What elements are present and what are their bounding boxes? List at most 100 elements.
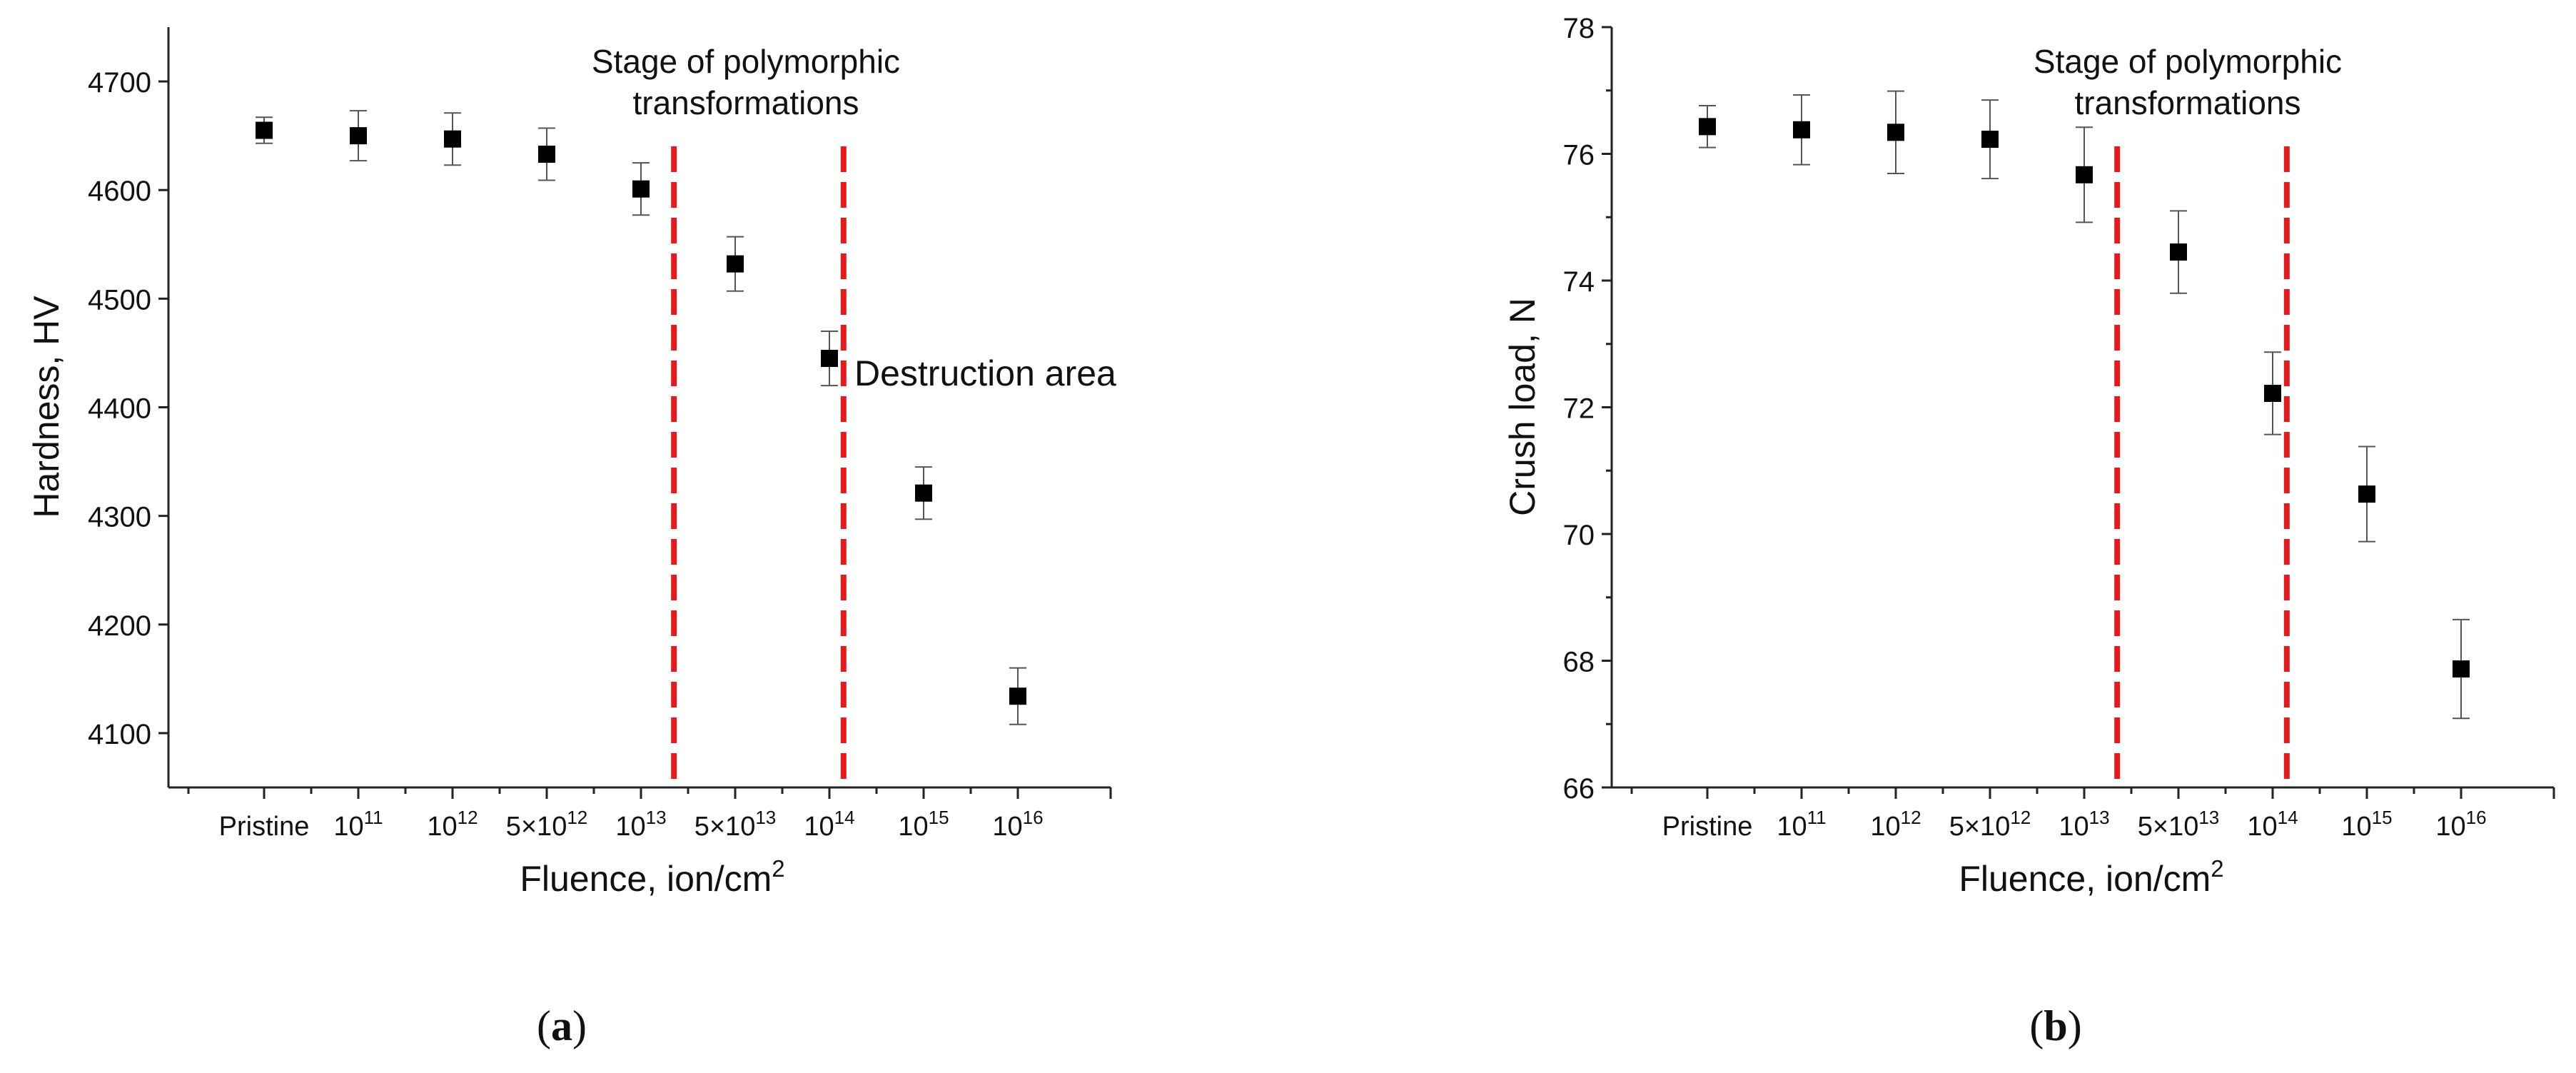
marker-square (538, 146, 555, 163)
marker-square (2170, 243, 2187, 261)
x-tick-label-sup: 16 (1023, 807, 1044, 828)
x-tick-label-sup: 12 (1901, 807, 1921, 828)
panel-label-a: (a) (537, 1002, 587, 1049)
axes-frame (167, 27, 1111, 789)
x-tick-label: 1016 (992, 807, 1043, 842)
marker-square (1009, 687, 1026, 705)
x-tick-label-base: Pristine (1662, 812, 1753, 842)
y-tick-label: 4200 (88, 610, 151, 642)
x-tick-label-base: 5×10 (1949, 812, 2011, 842)
stage-annotation-line2: transformations (2074, 84, 2300, 121)
y-tick-label: 66 (1563, 773, 1595, 805)
data-point (1887, 90, 1904, 175)
y-tick-label: 4700 (88, 67, 151, 99)
panel-letter-a: a (551, 1002, 572, 1049)
x-tick-label: 1014 (2247, 807, 2298, 842)
x-axis-label-sup: 2 (2211, 855, 2223, 882)
x-tick-label-base: 10 (615, 812, 645, 842)
data-point (256, 116, 273, 144)
data-point (538, 127, 555, 181)
x-ticks: Pristine 1011 1012 5×1012 1013 5×1013 1014 1015… (187, 787, 1112, 842)
marker-square (256, 121, 273, 139)
x-tick-label-base: 10 (2341, 812, 2371, 842)
marker-square (1699, 118, 1716, 136)
data-point (2170, 210, 2187, 294)
x-tick-label: 5×1012 (506, 807, 588, 842)
x-tick-label-sup: 13 (2198, 807, 2219, 828)
marker-square (1981, 131, 1999, 148)
x-tick-label: 1012 (1870, 807, 1921, 842)
data-point (727, 236, 744, 292)
data-points (1699, 90, 2470, 720)
marker-square (1887, 124, 1904, 141)
x-axis-label: Fluence, ion/cm2 (520, 855, 784, 899)
x-tick-label: 5×1013 (2138, 807, 2220, 842)
data-point (821, 331, 838, 387)
x-tick-label: 5×1012 (1949, 807, 2031, 842)
x-tick-label-base: 10 (2247, 812, 2277, 842)
data-points (256, 110, 1026, 725)
x-tick-label-sup: 14 (2278, 807, 2298, 828)
marker-square (1793, 121, 1810, 138)
y-tick-label: 74 (1563, 266, 1595, 298)
y-tick-label: 76 (1563, 140, 1595, 171)
x-tick-label-sup: 16 (2466, 807, 2487, 828)
marker-square (350, 127, 367, 145)
stage-annotation-line1: Stage of polymorphic (2034, 43, 2342, 80)
data-point (444, 112, 461, 166)
data-point (2076, 126, 2093, 223)
x-tick-label-base: 10 (898, 812, 928, 842)
x-tick-label: 1014 (804, 807, 854, 842)
x-tick-label: 5×1013 (694, 807, 777, 842)
data-point (1009, 667, 1026, 725)
x-tick-label-sup: 12 (567, 807, 587, 828)
x-axis-label-sup: 2 (772, 855, 784, 882)
y-tick-label: 4400 (88, 393, 151, 425)
x-tick-label: 1015 (898, 807, 949, 842)
y-ticks: 4100 4200 4300 4400 4500 4600 4700 (88, 67, 168, 750)
panel-letter-b: b (2044, 1002, 2067, 1049)
y-tick-label: 4300 (88, 502, 151, 533)
axes-frame (1610, 27, 2554, 789)
data-point (1699, 105, 1716, 148)
x-tick-label: Pristine (219, 812, 310, 842)
stage-boundary-lines (2114, 146, 2290, 786)
x-tick-label-sup: 11 (1807, 807, 1827, 828)
x-axis-label-text: Fluence, ion/cm (520, 859, 772, 899)
y-axis-label: Hardness, HV (26, 296, 66, 518)
y-tick-label: 68 (1563, 647, 1595, 678)
x-tick-label-base: Pristine (219, 812, 310, 842)
y-tick-label: 4500 (88, 284, 151, 316)
data-point (2453, 618, 2470, 720)
data-point (915, 466, 932, 520)
x-tick-label-sup: 11 (364, 807, 383, 828)
data-point (632, 162, 650, 216)
marker-square (444, 130, 461, 148)
x-tick-label-sup: 13 (2089, 807, 2110, 828)
x-tick-label-sup: 13 (646, 807, 667, 828)
marker-square (2358, 485, 2375, 503)
x-axis-label: Fluence, ion/cm2 (1959, 855, 2223, 899)
data-point (1981, 99, 1999, 180)
marker-square (915, 484, 932, 502)
y-tick-label: 72 (1563, 393, 1595, 425)
marker-square (2076, 166, 2093, 183)
x-tick-label-base: 5×10 (694, 812, 756, 842)
data-point (350, 110, 367, 162)
x-tick-label-base: 10 (992, 812, 1022, 842)
x-tick-label: 1016 (2435, 807, 2486, 842)
data-point (2264, 351, 2281, 435)
x-tick-label-sup: 14 (834, 807, 855, 828)
x-tick-label-base: 10 (333, 812, 363, 842)
x-tick-label-sup: 15 (929, 807, 949, 828)
x-tick-label-base: 10 (1777, 812, 1807, 842)
x-tick-label: 1015 (2341, 807, 2392, 842)
x-tick-label: 1013 (2059, 807, 2109, 842)
x-ticks: Pristine 1011 1012 5×1012 1013 5×1013 1014 1015… (1630, 787, 2555, 842)
x-tick-label-sup: 15 (2372, 807, 2393, 828)
x-tick-label: 1013 (615, 807, 666, 842)
x-tick-label-base: 10 (2435, 812, 2465, 842)
